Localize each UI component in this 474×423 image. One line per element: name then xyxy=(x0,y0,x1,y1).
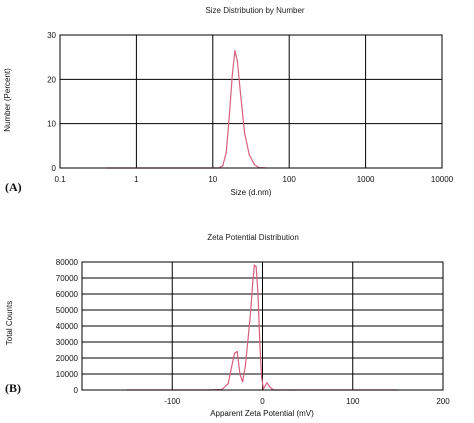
chart-a-x-tick-label-0: 0.1 xyxy=(54,175,66,184)
chart-a-panel-label: (A) xyxy=(5,180,22,194)
chart-b-x-tick-label-1: 0 xyxy=(260,397,265,406)
chart-a-gridlines xyxy=(59,34,443,169)
chart-a-x-tick-label-4: 1000 xyxy=(357,175,375,184)
chart-a-y-tick-label-1: 10 xyxy=(47,120,56,129)
chart-b-y-tick-label-1: 10000 xyxy=(56,370,79,379)
chart-a-data-point-16 xyxy=(243,131,246,134)
chart-b: Zeta Potential Distribution Total Counts… xyxy=(5,233,450,418)
chart-b-data-point-15 xyxy=(255,266,257,268)
chart-b-data-point-7 xyxy=(236,351,238,353)
chart-a-x-tick-label-5: 10000 xyxy=(431,175,454,184)
chart-a-series-line-0 xyxy=(106,50,267,169)
chart-b-y-ticks: 0 10000 20000 30000 40000 50000 60000 70000 8000… xyxy=(56,258,79,395)
chart-b-x-tick-label-3: 200 xyxy=(436,397,450,406)
chart-b-panel-label: (B) xyxy=(5,381,21,395)
chart-b-y-tick-label-3: 30000 xyxy=(56,338,79,347)
chart-a-x-tick-label-3: 100 xyxy=(283,175,297,184)
chart-a-data-point-10 xyxy=(225,151,227,154)
chart-a-y-tick-label-3: 30 xyxy=(47,31,56,40)
chart-b-xlabel: Apparent Zeta Potential (mV) xyxy=(210,409,314,418)
chart-a-series-group xyxy=(105,49,267,169)
chart-b-plot-frame xyxy=(81,261,444,391)
chart-b-x-tick-label-0: -100 xyxy=(164,397,181,406)
chart-b-y-tick-label-5: 50000 xyxy=(56,306,79,315)
chart-a-plot-frame xyxy=(59,34,443,169)
chart-b-y-tick-label-0: 0 xyxy=(74,386,79,395)
chart-b-gridlines xyxy=(82,261,444,391)
chart-b-data-point-14 xyxy=(253,264,255,266)
chart-b-data-point-17 xyxy=(259,341,261,343)
chart-a-data-point-12 xyxy=(231,74,233,76)
chart-a-ylabel: Number (Percent) xyxy=(3,68,12,132)
chart-a-y-tick-label-0: 0 xyxy=(52,164,57,173)
chart-b-data-point-9 xyxy=(242,381,244,383)
chart-a-data-point-17 xyxy=(248,154,250,156)
chart-b-data-point-16 xyxy=(257,293,259,295)
chart-b-data-point-5 xyxy=(231,365,233,367)
chart-b-data-point-19 xyxy=(262,388,265,390)
chart-a-xlabel: Size (d.nm) xyxy=(231,188,272,197)
chart-b-y-tick-label-8: 80000 xyxy=(56,258,79,267)
chart-b-data-point-11 xyxy=(247,338,249,340)
chart-a-data-point-9 xyxy=(222,165,224,167)
chart-a-y-ticks: 0 10 20 30 xyxy=(47,31,56,173)
chart-b-data-point-21 xyxy=(269,386,271,388)
chart-b-title: Zeta Potential Distribution xyxy=(207,233,299,242)
chart-a-data-point-13 xyxy=(234,49,236,52)
chart-b-x-tick-label-2: 100 xyxy=(346,397,360,406)
chart-a: Size Distribution by Number Number (Perc… xyxy=(3,6,454,197)
chart-a-title: Size Distribution by Number xyxy=(205,6,304,15)
chart-b-data-point-12 xyxy=(250,309,252,311)
chart-b-data-point-20 xyxy=(266,382,268,384)
chart-b-y-tick-label-4: 40000 xyxy=(56,322,79,331)
chart-a-x-tick-label-2: 10 xyxy=(208,175,217,184)
chart-b-data-point-4 xyxy=(227,383,229,385)
chart-b-data-point-8 xyxy=(239,373,241,375)
chart-a-data-point-18 xyxy=(253,163,255,166)
chart-a-x-tick-label-1: 1 xyxy=(134,175,139,184)
chart-a-x-ticks: 0.1 1 10 100 1000 10000 xyxy=(54,175,453,184)
chart-b-data-point-18 xyxy=(260,376,263,378)
chart-b-y-tick-label-6: 60000 xyxy=(56,290,79,299)
chart-a-y-tick-label-2: 20 xyxy=(47,75,56,84)
chart-a-data-point-14 xyxy=(236,61,239,63)
chart-b-y-tick-label-7: 70000 xyxy=(56,274,79,283)
chart-a-data-point-15 xyxy=(239,92,242,94)
chart-b-y-tick-label-2: 20000 xyxy=(56,354,79,363)
chart-b-ylabel: Total Counts xyxy=(5,301,14,345)
chart-b-data-point-6 xyxy=(233,352,236,354)
chart-a-data-point-11 xyxy=(228,114,231,116)
chart-b-x-ticks: -100 0 100 200 xyxy=(164,397,450,406)
chart-b-data-point-13 xyxy=(251,283,254,285)
chart-b-data-point-10 xyxy=(244,365,246,367)
